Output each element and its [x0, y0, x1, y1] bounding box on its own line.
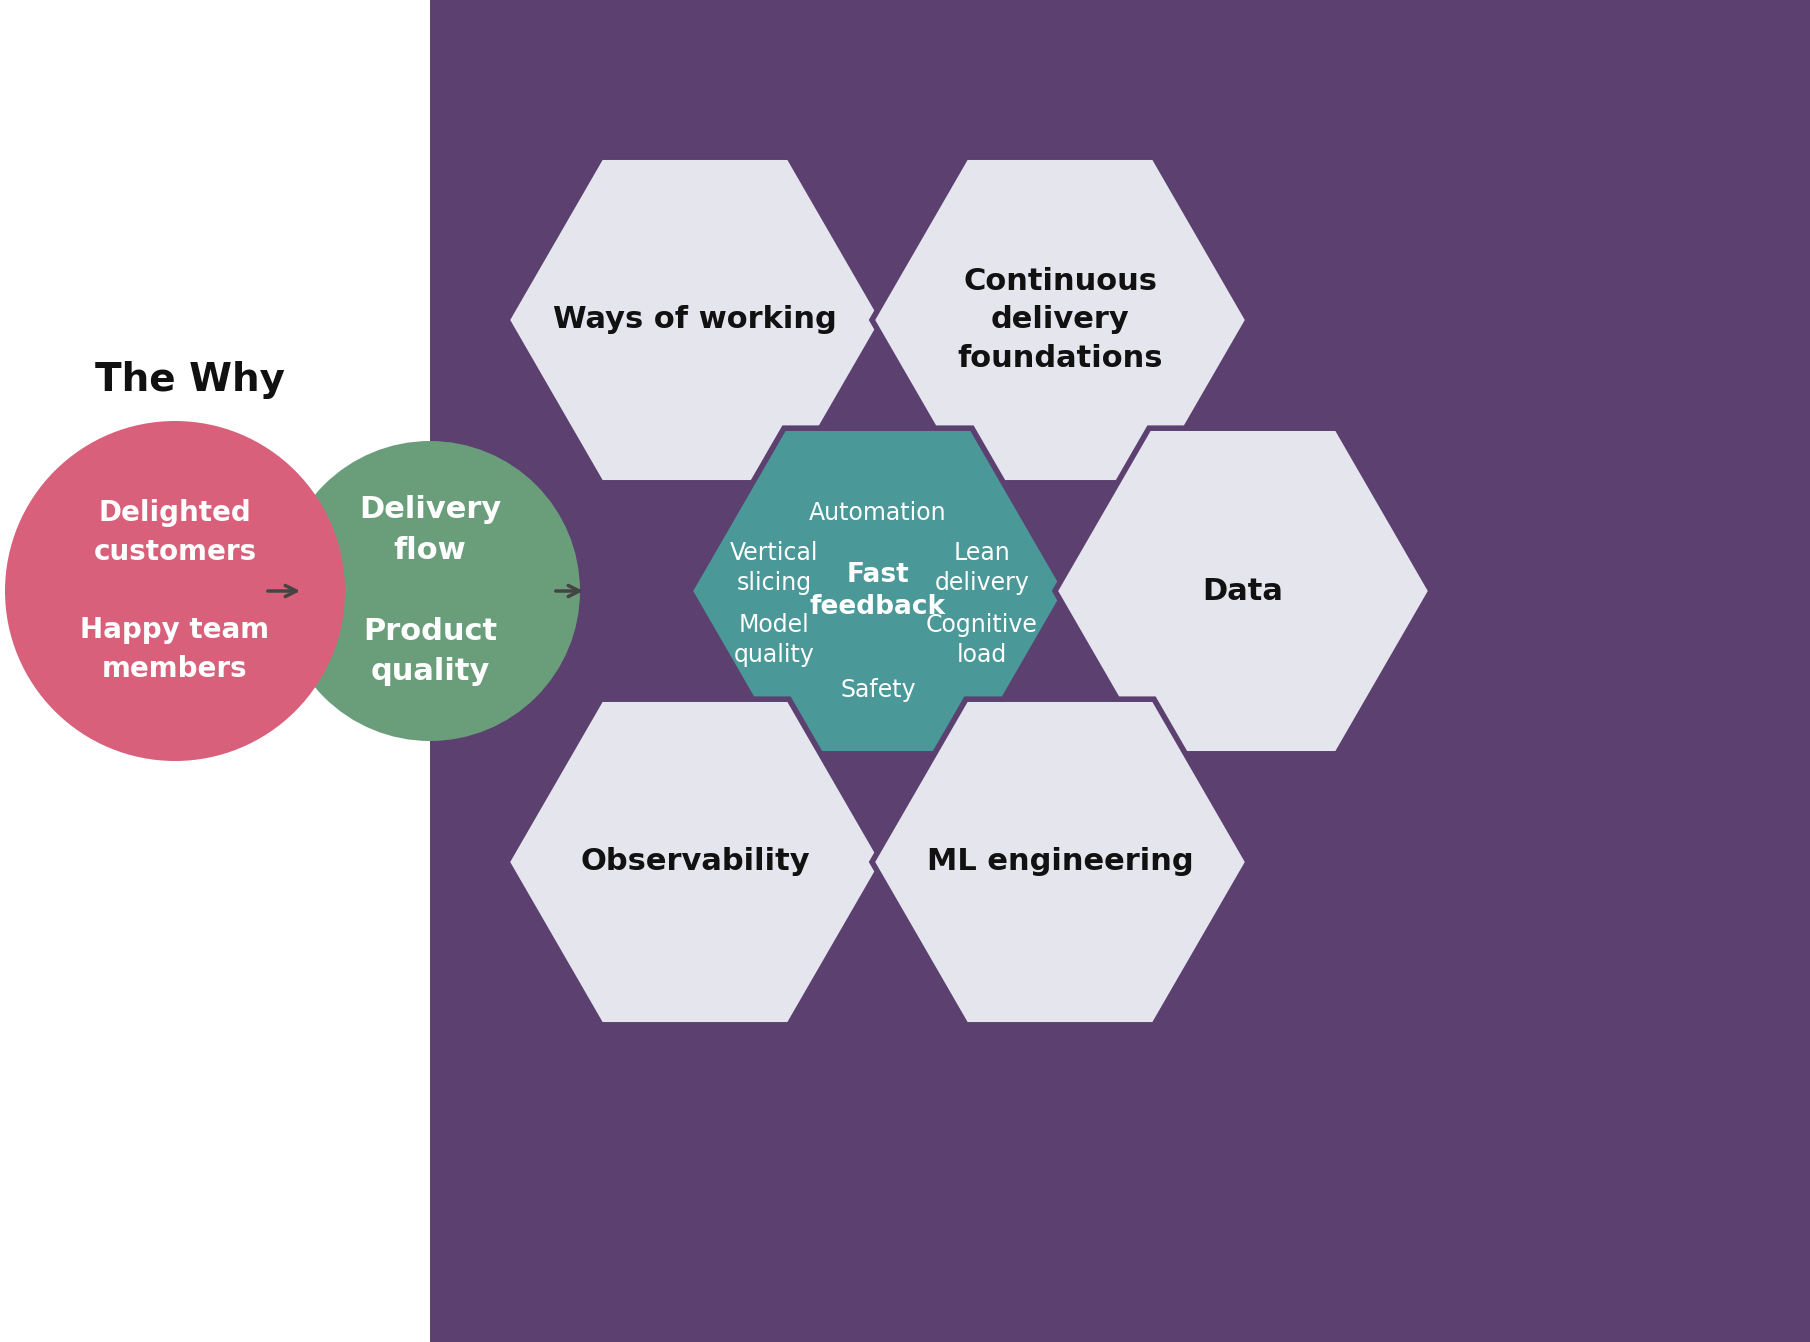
Text: Observability: Observability: [581, 848, 809, 876]
Text: Fast
feedback: Fast feedback: [809, 562, 947, 620]
Polygon shape: [872, 699, 1249, 1025]
Circle shape: [5, 421, 346, 761]
Polygon shape: [872, 157, 1249, 483]
Text: Cognitive
load: Cognitive load: [927, 613, 1037, 667]
Text: Continuous
delivery
foundations: Continuous delivery foundations: [957, 267, 1162, 373]
Text: Delighted
customers

Happy team
members: Delighted customers Happy team members: [80, 499, 270, 683]
Text: ML engineering: ML engineering: [927, 848, 1193, 876]
Text: Ways of working: Ways of working: [554, 306, 836, 334]
Polygon shape: [1055, 428, 1432, 754]
Circle shape: [281, 442, 579, 741]
Polygon shape: [690, 428, 1066, 754]
Text: Data: Data: [1202, 577, 1283, 605]
Text: Safety: Safety: [840, 678, 916, 702]
Text: The Why: The Why: [94, 361, 284, 399]
Text: Lean
delivery: Lean delivery: [934, 541, 1030, 595]
Text: Model
quality: Model quality: [733, 613, 814, 667]
Bar: [431, 0, 1810, 1342]
Polygon shape: [507, 699, 883, 1025]
Text: Vertical
slicing: Vertical slicing: [729, 541, 818, 595]
Text: Automation: Automation: [809, 501, 947, 525]
Text: Delivery
flow

Product
quality: Delivery flow Product quality: [358, 495, 501, 687]
Polygon shape: [507, 157, 883, 483]
